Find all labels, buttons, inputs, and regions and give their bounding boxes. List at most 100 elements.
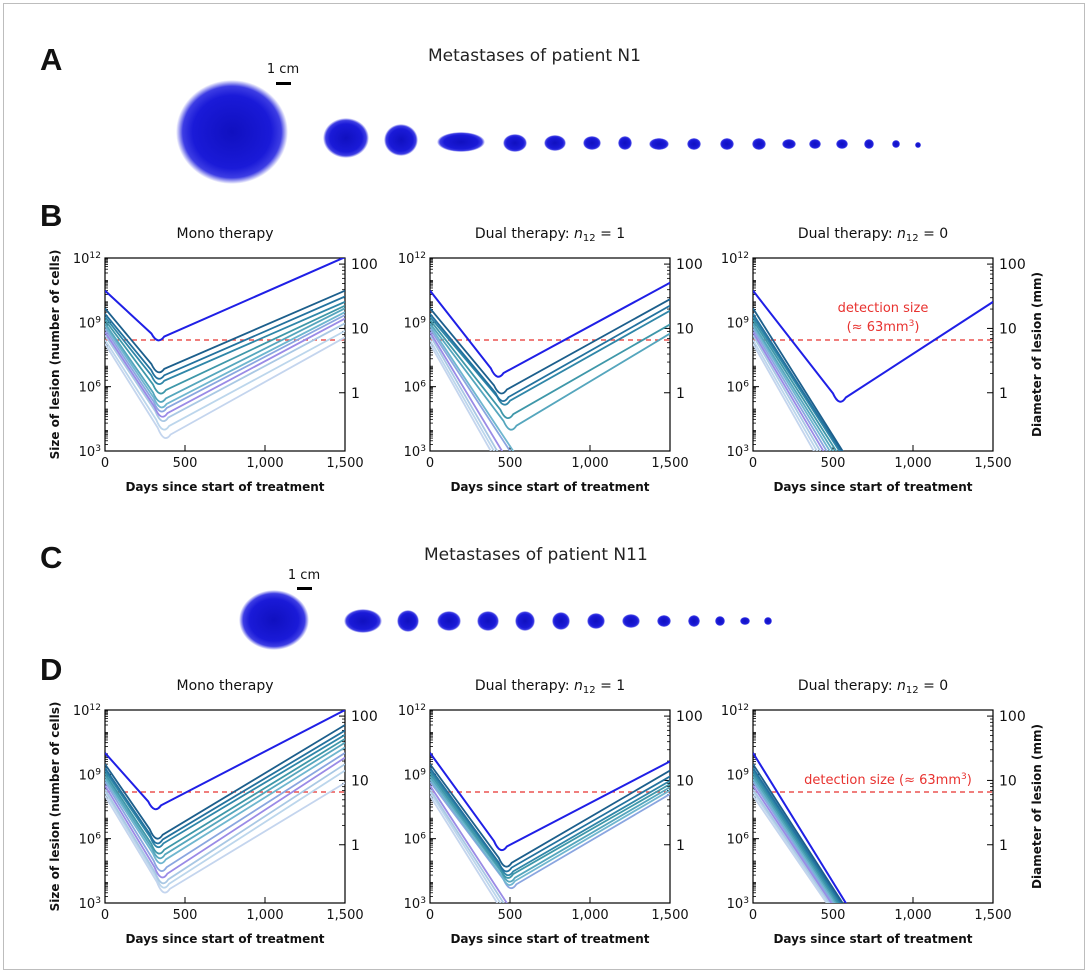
lesion-blob [477,611,499,631]
y-tick-label: 109 [727,767,750,783]
series-line [430,298,670,395]
lesion-blob [587,613,605,629]
plot-area [752,257,994,452]
panel-letter-a: A [40,42,63,77]
x-tick-label: 1,000 [246,456,283,471]
y2-tick-label: 10 [351,321,369,337]
y-axis-label: Size of lesion (number of cells) [48,702,62,912]
lesion-blob [544,135,566,151]
lesion-blob [622,614,640,628]
y-tick-label: 1012 [73,251,101,267]
lesion-blob [720,138,734,150]
x-tick-label: 1,500 [651,908,688,923]
lesion-blob [583,136,601,150]
y-tick-label: 109 [404,767,427,783]
series-line [105,304,345,395]
series-line [753,325,831,451]
panel-letter-b: B [40,198,63,233]
y2-tick-label: 10 [676,321,694,337]
series-line [105,710,345,811]
y-tick-label: 106 [79,380,102,396]
y2-tick-label: 100 [676,709,703,725]
chart-B3: Dual therapy: n12 = 0 103 106 109 1012 0 500 1,… [721,226,1044,494]
series-line [430,752,670,852]
chart-D3: Dual therapy: n12 = 0 103 106 109 1012 0 500 1,… [721,678,1044,946]
lesion-blob [552,612,570,630]
y2-tick-label: 1 [676,838,685,854]
y2-tick-label: 10 [351,773,369,789]
series-line [753,343,815,451]
x-tick-label: 0 [426,456,434,471]
lesion-blob [715,616,725,626]
x-tick-label: 1,000 [571,908,608,923]
lesion-blob [752,138,766,150]
series-line [430,339,496,451]
lesion-blob [657,615,671,627]
series-line [105,763,345,885]
series-line [430,763,670,868]
x-tick-label: 0 [749,456,757,471]
figure-frame [3,3,1085,970]
y2-tick-label: 100 [351,709,378,725]
series-line [753,313,843,451]
x-axis-label: Days since start of treatment [125,932,324,946]
y2-tick-label: 1 [676,386,685,402]
series-line [105,258,345,342]
series-line [105,317,345,418]
x-axis-label: Days since start of treatment [773,932,972,946]
y-axis-label: Size of lesion (number of cells) [48,250,62,460]
y2-tick-label: 100 [999,709,1026,725]
series-line [105,336,345,439]
plot-area [104,709,346,904]
x-axis-label: Days since start of treatment [773,480,972,494]
series-line [753,791,830,903]
lesion-blob [740,617,750,625]
y-tick-label: 106 [79,832,102,848]
lesions-patient-n1: 1 cm [176,62,921,184]
x-tick-label: 500 [498,456,523,471]
scale-bar-c [297,587,312,590]
y-tick-label: 1012 [398,703,426,719]
y-tick-label: 106 [404,832,427,848]
x-tick-label: 1,500 [974,908,1011,923]
series-line [430,281,670,378]
series-line [753,785,833,903]
x-tick-label: 0 [749,908,757,923]
series-line [430,785,508,903]
x-tick-label: 500 [821,456,846,471]
y-tick-label: 103 [79,896,102,912]
series-line [430,328,512,451]
detection-label: detection size [838,301,929,316]
series-line [753,767,843,903]
chart-D2: Dual therapy: n12 = 1 103 106 109 1012 0 500 1,… [398,678,703,946]
series-line [105,307,345,403]
lesion-blob [176,80,288,184]
y2-tick-label: 1 [351,838,360,854]
series-line [430,304,670,402]
lesion-blob [809,139,821,149]
series-line [105,746,345,865]
y-tick-label: 106 [727,380,750,396]
series-line [753,781,835,903]
lesion-blob [649,138,669,150]
lesion-blob [892,140,900,148]
panel-letter-d: D [40,652,63,687]
lesion-blob [323,118,369,158]
x-axis-label: Days since start of treatment [450,932,649,946]
series-line [105,311,345,409]
y2-tick-label: 100 [999,257,1026,273]
series-line [753,795,828,903]
y-tick-label: 1012 [398,251,426,267]
y-tick-label: 109 [727,315,750,331]
series-line [430,334,499,451]
lesion-blob [384,124,418,156]
series-line [105,322,345,423]
panel-a-title: Metastases of patient N1 [428,46,641,66]
series-line [105,314,345,413]
x-tick-label: 1,500 [651,456,688,471]
x-tick-label: 0 [101,456,109,471]
y-tick-label: 1012 [721,251,749,267]
y-tick-label: 103 [79,444,102,460]
x-tick-label: 0 [426,908,434,923]
series-line [430,795,499,903]
